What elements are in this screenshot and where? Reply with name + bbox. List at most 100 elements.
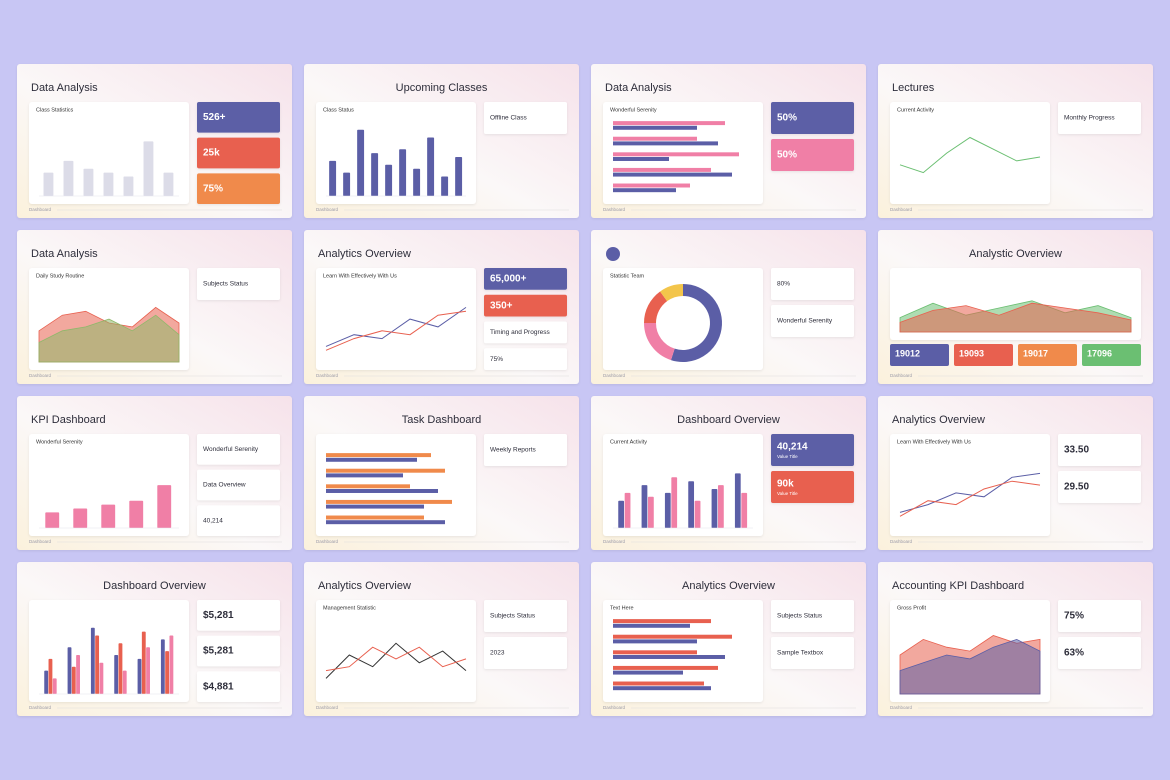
slide-footer: Dashboard [890, 539, 913, 544]
note-card [484, 637, 567, 669]
bar [114, 655, 119, 694]
kpi-tile [954, 344, 1013, 366]
bar [326, 453, 431, 458]
kpi-tile [1018, 344, 1077, 366]
slide-title: Accounting KPI Dashboard [892, 580, 1024, 592]
bar [711, 489, 718, 528]
kpi-tile [1058, 434, 1141, 466]
bar [671, 477, 678, 528]
kpi-tile [1082, 344, 1141, 366]
bar [641, 485, 648, 528]
note-text: Subjects Status [777, 613, 823, 620]
bar [688, 481, 695, 528]
line [325, 646, 467, 672]
donut-segment [670, 284, 722, 362]
chart-title: Class Status [323, 107, 354, 113]
bar [326, 484, 410, 489]
chart-title: Daily Study Routine [36, 273, 84, 279]
bar [613, 639, 697, 644]
slide-footer: Dashboard [29, 705, 52, 710]
note-card [484, 600, 567, 632]
bar [664, 492, 671, 528]
slide-title: Task Dashboard [402, 414, 482, 426]
kpi-value: 19012 [895, 348, 920, 358]
bar [129, 500, 144, 528]
bar [326, 468, 445, 473]
bar [165, 651, 170, 694]
slide-footer: Dashboard [603, 539, 626, 544]
bar [613, 681, 704, 686]
kpi-value: 65,000+ [490, 274, 527, 285]
bar [76, 655, 80, 694]
kpi-tile [484, 268, 567, 290]
kpi-tile [890, 344, 949, 366]
chart-title: Gross Profit [897, 605, 927, 611]
slide-title: Upcoming Classes [396, 82, 488, 94]
bar [99, 662, 104, 694]
bar [90, 627, 95, 694]
line [899, 480, 1041, 517]
kpi-value: $5,281 [203, 646, 234, 657]
slide-footer: Dashboard [603, 207, 626, 212]
bar [613, 183, 690, 188]
chart-card [890, 434, 1050, 536]
slide-title: KPI Dashboard [31, 414, 106, 426]
bar [63, 160, 74, 196]
note-card [197, 434, 280, 465]
note-text: Weekly Reports [490, 447, 537, 454]
bar [143, 141, 154, 196]
chart-title: Wonderful Serenity [610, 107, 657, 113]
chart-title: Wonderful Serenity [36, 439, 83, 445]
bar [137, 658, 142, 694]
bar [371, 153, 379, 196]
kpi-tile [771, 434, 854, 466]
bar [613, 619, 711, 624]
bar [613, 152, 739, 157]
note-text: 40,214 [203, 517, 223, 524]
kpi-tile [1058, 637, 1141, 669]
note-card [197, 268, 280, 300]
slide-footer: Dashboard [316, 539, 339, 544]
slide-title: Analytics Overview [318, 248, 411, 260]
bar [734, 473, 741, 528]
kpi-value: $5,281 [203, 610, 234, 621]
kpi-tile [1058, 471, 1141, 503]
bar [48, 658, 53, 694]
bar [613, 634, 732, 639]
donut-segment [660, 284, 684, 302]
chart-title: Text Here [610, 605, 634, 611]
kpi-value: 50% [777, 113, 797, 124]
slide-footer: Dashboard [890, 373, 913, 378]
note-card [771, 305, 854, 337]
bar [95, 635, 100, 694]
note-card [771, 637, 854, 669]
bar [613, 655, 725, 659]
note-text: Wonderful Serenity [777, 318, 833, 325]
kpi-tile [1058, 600, 1141, 632]
bar [648, 496, 654, 528]
area [899, 302, 1132, 333]
slide-footer: Dashboard [316, 705, 339, 710]
kpi-value: 40,214 [777, 442, 808, 453]
chart-title: Management Statistic [323, 605, 376, 611]
slide-title: Data Analysis [31, 82, 98, 94]
bar [146, 647, 150, 694]
chart-card [316, 600, 476, 702]
bar [694, 500, 701, 528]
bar [326, 520, 445, 525]
kpi-tile [197, 600, 280, 631]
bar [160, 639, 165, 694]
bar [613, 125, 697, 130]
bar [67, 647, 72, 694]
note-card [197, 505, 280, 536]
note-text: Data Overview [203, 482, 246, 489]
note-text: Subjects Status [490, 613, 536, 620]
slide-footer: Dashboard [316, 207, 339, 212]
bar [326, 504, 424, 509]
bar [613, 686, 711, 691]
chart-card [29, 434, 189, 536]
kpi-value: 19017 [1023, 348, 1048, 358]
chart-card [890, 102, 1050, 204]
kpi-value: 90k [777, 479, 794, 490]
